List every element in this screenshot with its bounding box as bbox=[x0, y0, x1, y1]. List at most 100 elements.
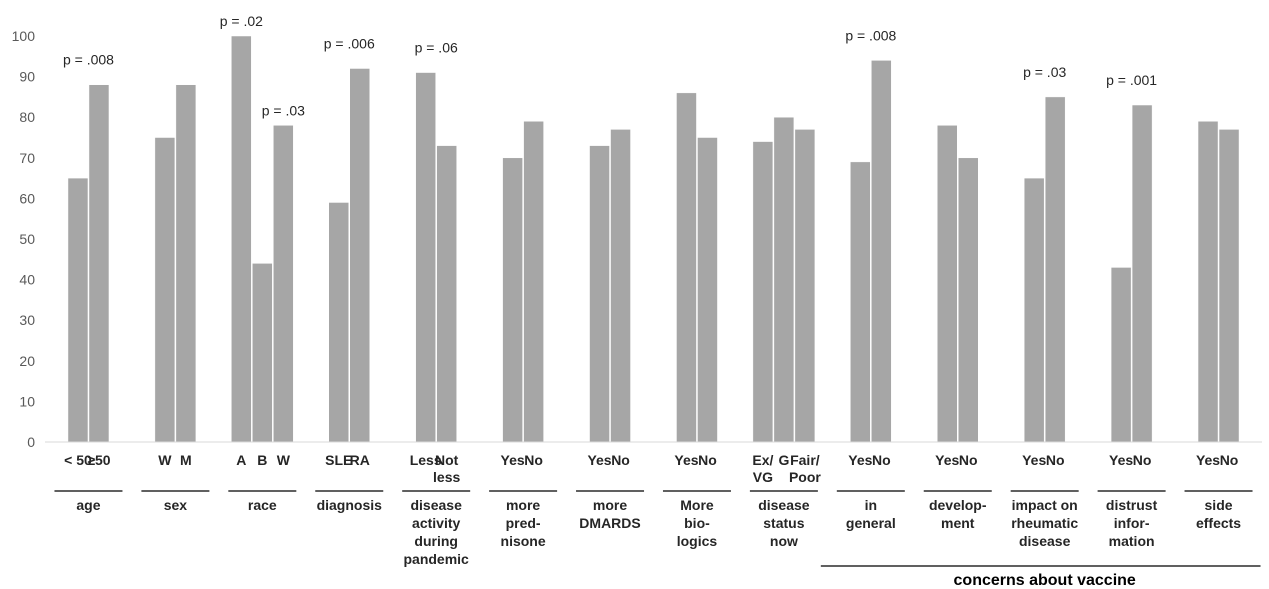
category-label-line: No bbox=[1133, 452, 1152, 468]
bar bbox=[273, 125, 294, 443]
p-value-label: p = .008 bbox=[845, 27, 896, 43]
bar bbox=[328, 202, 349, 443]
y-tick-label: 100 bbox=[12, 28, 36, 44]
group-label: More bio-logics bbox=[677, 497, 718, 549]
super-group-label: concerns about vaccine bbox=[954, 572, 1136, 589]
bar bbox=[349, 68, 370, 443]
bar bbox=[1218, 129, 1240, 443]
category-label: No bbox=[959, 452, 978, 468]
category-label-line: Yes bbox=[848, 452, 872, 468]
group-label-line: activity bbox=[412, 515, 460, 531]
y-tick-label: 50 bbox=[19, 231, 35, 247]
bar bbox=[1197, 121, 1219, 443]
category-label: G bbox=[778, 452, 789, 468]
category-label-line: < 50 bbox=[64, 452, 92, 468]
bar bbox=[610, 129, 631, 443]
bar bbox=[436, 145, 457, 443]
group-label-line: pred- bbox=[506, 515, 541, 531]
group-label-line: distrust bbox=[1106, 497, 1158, 513]
bar bbox=[752, 141, 774, 443]
category-label: No bbox=[1133, 452, 1152, 468]
group-label-line: age bbox=[76, 497, 100, 513]
y-axis: 0 10 20 30 40 50 60 70 80 90 100 bbox=[12, 28, 36, 450]
group-label-line: mation bbox=[1109, 533, 1155, 549]
group-label-line: diagnosis bbox=[317, 497, 383, 513]
category-label-line: less bbox=[433, 469, 460, 485]
y-tick-label: 10 bbox=[19, 393, 35, 409]
group-label-line: impact on bbox=[1012, 497, 1078, 513]
category-label: Yes bbox=[848, 452, 872, 468]
category-label: Not less bbox=[433, 452, 460, 485]
category-label-line: No bbox=[611, 452, 630, 468]
category-label: Fair/Poor bbox=[789, 452, 821, 485]
group-label: sex bbox=[164, 497, 188, 513]
group-label-line: during bbox=[414, 533, 458, 549]
group-label-line: sex bbox=[164, 497, 188, 513]
bar bbox=[676, 92, 697, 443]
category-label-line: No bbox=[524, 452, 543, 468]
group-label: diagnosis bbox=[317, 497, 383, 513]
bar bbox=[88, 84, 110, 443]
p-value-label: p = .001 bbox=[1106, 72, 1157, 88]
category-label-line: RA bbox=[350, 452, 370, 468]
category-label: Yes bbox=[1109, 452, 1133, 468]
bar bbox=[871, 60, 892, 443]
group-label-line: develop- bbox=[929, 497, 987, 513]
bar bbox=[1110, 267, 1132, 443]
p-value-label: p = .03 bbox=[1023, 64, 1066, 80]
group-label: disease activity during pandemic bbox=[403, 497, 469, 567]
bar bbox=[231, 35, 252, 443]
category-label: SLE bbox=[325, 452, 352, 468]
category-label-line: Yes bbox=[1022, 452, 1046, 468]
group-label-line: in bbox=[865, 497, 877, 513]
group-label-line: general bbox=[846, 515, 896, 531]
category-label: No bbox=[1046, 452, 1065, 468]
bars-layer bbox=[67, 35, 1240, 443]
group-label-line: More bbox=[680, 497, 714, 513]
group-label-line: disease bbox=[410, 497, 462, 513]
category-label: Yes bbox=[674, 452, 698, 468]
bar bbox=[252, 263, 273, 443]
group-label-line: disease bbox=[758, 497, 810, 513]
category-label: < 50 bbox=[64, 452, 92, 468]
bar bbox=[1131, 104, 1153, 443]
group-label: race bbox=[248, 497, 277, 513]
category-label-line: Yes bbox=[1196, 452, 1220, 468]
group-label-line: side bbox=[1205, 497, 1233, 513]
group-label-line: race bbox=[248, 497, 277, 513]
bar bbox=[175, 84, 197, 443]
group-label-line: logics bbox=[677, 533, 718, 549]
group-label: develop-ment bbox=[929, 497, 987, 531]
category-label-line: No bbox=[1220, 452, 1239, 468]
p-value-label: p = .03 bbox=[262, 102, 305, 118]
group-label-line: effects bbox=[1196, 515, 1241, 531]
category-label-line: A bbox=[236, 452, 246, 468]
y-tick-label: 30 bbox=[19, 312, 35, 328]
group-label-line: DMARDS bbox=[579, 515, 640, 531]
category-label-line: Yes bbox=[587, 452, 611, 468]
bar bbox=[523, 121, 544, 443]
category-label: Ex/VG bbox=[752, 452, 773, 485]
group-label-line: bio- bbox=[684, 515, 710, 531]
category-label: No bbox=[611, 452, 630, 468]
bar bbox=[589, 145, 610, 443]
group-label-line: now bbox=[770, 533, 798, 549]
category-label-line: SLE bbox=[325, 452, 352, 468]
group-label: disease status now bbox=[758, 497, 810, 549]
y-tick-label: 20 bbox=[19, 353, 35, 369]
category-label: B bbox=[257, 452, 267, 468]
group-label: distrust infor-mation bbox=[1106, 497, 1158, 549]
category-label: No bbox=[524, 452, 543, 468]
p-value-label: p = .008 bbox=[63, 52, 114, 68]
category-label: Yes bbox=[501, 452, 525, 468]
category-label: No bbox=[698, 452, 717, 468]
bar bbox=[154, 137, 176, 443]
category-label: RA bbox=[350, 452, 370, 468]
category-label: No bbox=[872, 452, 891, 468]
category-label-line: No bbox=[872, 452, 891, 468]
category-label: W bbox=[277, 452, 291, 468]
category-label: Yes bbox=[587, 452, 611, 468]
category-label-line: G bbox=[778, 452, 789, 468]
group-label-line: more bbox=[506, 497, 540, 513]
